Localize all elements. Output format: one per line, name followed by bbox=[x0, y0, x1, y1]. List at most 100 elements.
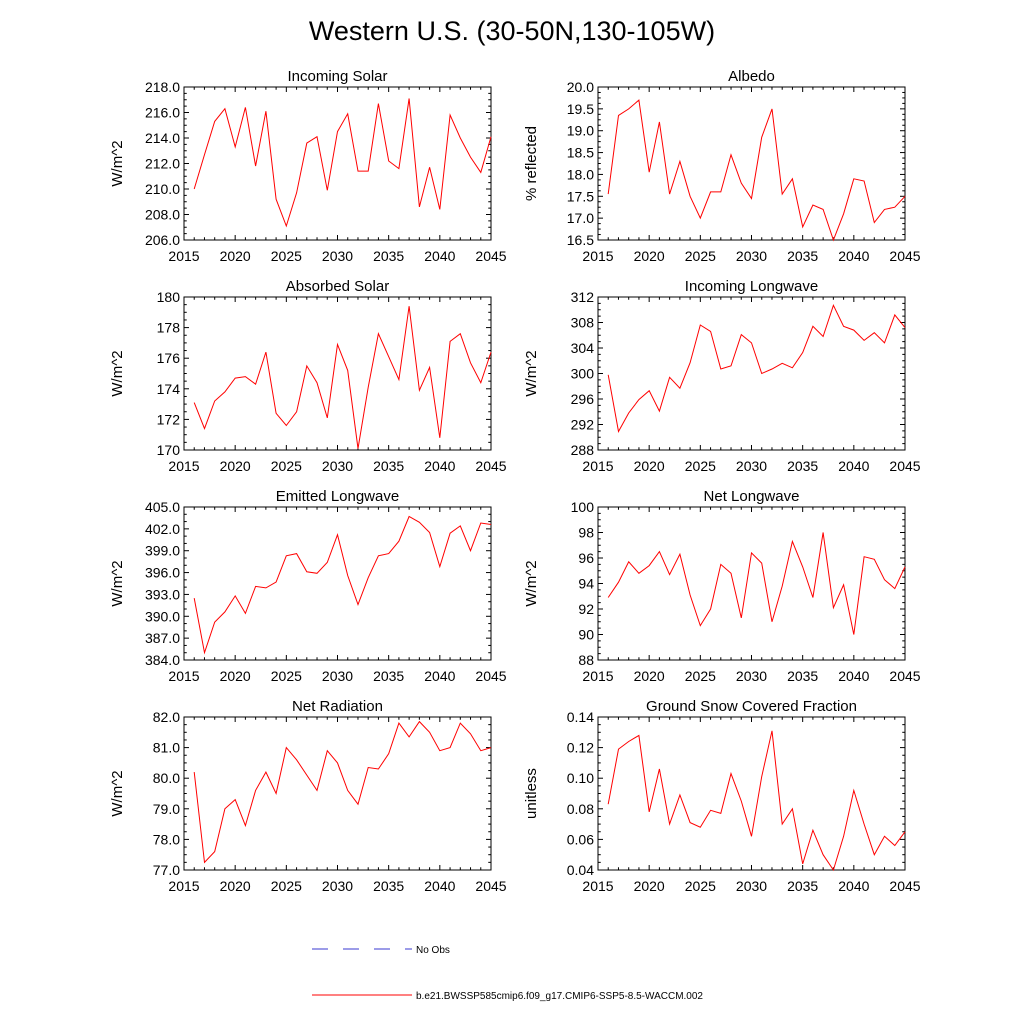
figure-title: Western U.S. (30-50N,130-105W) bbox=[309, 16, 715, 46]
x-tick-label: 2015 bbox=[582, 458, 613, 474]
y-tick-label: 214.0 bbox=[145, 130, 180, 146]
panel-absorbed-solar: Absorbed Solar 2015 2020 2025 2030 2035 2040 20… bbox=[109, 278, 507, 474]
legend-label-no-obs: No Obs bbox=[416, 945, 450, 956]
y-tick-label: 308 bbox=[571, 315, 595, 331]
y-tick-label: 296 bbox=[571, 391, 595, 407]
x-tick-label: 2015 bbox=[582, 248, 613, 264]
plot-frame bbox=[183, 296, 492, 451]
y-axis-label: W/m^2 bbox=[109, 770, 126, 816]
x-tick-label: 2040 bbox=[424, 878, 455, 894]
panels: Incoming Solar 2015 2020 2025 2030 2035 2040 20… bbox=[109, 68, 921, 894]
y-tick-label: 399.0 bbox=[145, 543, 180, 559]
plot-frame bbox=[597, 296, 906, 451]
series-line bbox=[193, 720, 492, 864]
x-tick-label: 2045 bbox=[889, 248, 920, 264]
plot-frame bbox=[597, 716, 906, 871]
x-tick-label: 2030 bbox=[322, 458, 353, 474]
panel-net-longwave: Net Longwave 2015 2020 2025 2030 2035 2040 2045… bbox=[523, 488, 921, 684]
y-tick-label: 178 bbox=[157, 320, 181, 336]
y-tick-label: 208.0 bbox=[145, 207, 180, 223]
y-tick-label: 216.0 bbox=[145, 105, 180, 121]
x-tick-label: 2035 bbox=[787, 458, 818, 474]
y-tick-label: 206.0 bbox=[145, 232, 180, 248]
x-tick-label: 2015 bbox=[168, 668, 199, 684]
x-tick-label: 2020 bbox=[634, 458, 665, 474]
y-tick-label: 90 bbox=[578, 627, 594, 643]
panel-net-radiation: Net Radiation 2015 2020 2025 2030 2035 2040 204… bbox=[109, 698, 507, 894]
y-tick-label: 19.0 bbox=[567, 123, 594, 139]
x-tick-label: 2020 bbox=[220, 458, 251, 474]
y-tick-label: 17.0 bbox=[567, 210, 594, 226]
y-tick-label: 180 bbox=[157, 289, 181, 305]
x-tick-label: 2030 bbox=[322, 878, 353, 894]
y-axis-label: W/m^2 bbox=[523, 560, 540, 606]
panel-incoming-solar: Incoming Solar 2015 2020 2025 2030 2035 2040 20… bbox=[109, 68, 507, 264]
y-tick-label: 210.0 bbox=[145, 181, 180, 197]
y-tick-label: 218.0 bbox=[145, 79, 180, 95]
y-tick-label: 80.0 bbox=[153, 770, 180, 786]
panel-title: Incoming Solar bbox=[287, 68, 387, 85]
panel-title: Net Longwave bbox=[704, 488, 800, 505]
x-tick-label: 2020 bbox=[220, 248, 251, 264]
panel-title: Incoming Longwave bbox=[685, 278, 818, 295]
x-tick-label: 2035 bbox=[373, 458, 404, 474]
legend-entry-no-obs: No Obs bbox=[312, 945, 450, 956]
x-tick-label: 2020 bbox=[634, 878, 665, 894]
x-tick-label: 2030 bbox=[736, 458, 767, 474]
x-tick-label: 2045 bbox=[889, 668, 920, 684]
x-tick-label: 2045 bbox=[889, 458, 920, 474]
plot-frame bbox=[597, 86, 906, 241]
panel-title: Net Radiation bbox=[292, 698, 383, 715]
y-tick-label: 312 bbox=[571, 289, 595, 305]
y-tick-label: 94 bbox=[578, 576, 594, 592]
x-tick-label: 2025 bbox=[685, 248, 716, 264]
series-line bbox=[607, 730, 906, 872]
x-tick-label: 2045 bbox=[889, 878, 920, 894]
panel-albedo: Albedo 2015 2020 2025 2030 2035 2040 2045 16.5 17… bbox=[523, 68, 921, 264]
series-line bbox=[193, 98, 492, 228]
y-tick-label: 384.0 bbox=[145, 652, 180, 668]
x-tick-label: 2025 bbox=[685, 878, 716, 894]
x-tick-label: 2025 bbox=[271, 668, 302, 684]
panel-title: Ground Snow Covered Fraction bbox=[646, 698, 857, 715]
x-tick-label: 2045 bbox=[475, 668, 506, 684]
x-tick-label: 2040 bbox=[424, 668, 455, 684]
panel-incoming-longwave: Incoming Longwave 2015 2020 2025 2030 2035 204… bbox=[523, 278, 921, 474]
series-line bbox=[607, 532, 906, 635]
x-tick-label: 2040 bbox=[838, 668, 869, 684]
series-line bbox=[607, 303, 906, 433]
plot-frame bbox=[597, 506, 906, 661]
y-tick-label: 405.0 bbox=[145, 499, 180, 515]
x-tick-label: 2040 bbox=[838, 248, 869, 264]
legend-entry-model: b.e21.BWSSP585cmip6.f09_g17.CMIP6-SSP5-8… bbox=[312, 991, 703, 1002]
y-axis-label: W/m^2 bbox=[523, 350, 540, 396]
x-tick-label: 2030 bbox=[736, 878, 767, 894]
x-tick-label: 2020 bbox=[220, 668, 251, 684]
y-tick-label: 82.0 bbox=[153, 709, 180, 725]
x-tick-label: 2030 bbox=[322, 668, 353, 684]
x-tick-label: 2025 bbox=[685, 458, 716, 474]
y-tick-label: 170 bbox=[157, 442, 181, 458]
x-tick-label: 2015 bbox=[582, 878, 613, 894]
x-tick-label: 2040 bbox=[838, 878, 869, 894]
y-tick-label: 17.5 bbox=[567, 188, 594, 204]
x-tick-label: 2035 bbox=[373, 248, 404, 264]
y-tick-label: 100 bbox=[571, 499, 595, 515]
y-tick-label: 304 bbox=[571, 340, 595, 356]
x-tick-label: 2035 bbox=[373, 668, 404, 684]
series-line bbox=[607, 99, 906, 242]
x-tick-label: 2040 bbox=[838, 458, 869, 474]
x-tick-label: 2030 bbox=[736, 248, 767, 264]
panel-title: Absorbed Solar bbox=[286, 278, 389, 295]
legend: No Obs b.e21.BWSSP585cmip6.f09_g17.CMIP6… bbox=[312, 945, 703, 1002]
x-tick-label: 2035 bbox=[373, 878, 404, 894]
y-tick-label: 0.04 bbox=[567, 862, 594, 878]
y-tick-label: 174 bbox=[157, 381, 181, 397]
x-tick-label: 2040 bbox=[424, 248, 455, 264]
legend-label-model: b.e21.BWSSP585cmip6.f09_g17.CMIP6-SSP5-8… bbox=[416, 991, 703, 1002]
y-axis-label: W/m^2 bbox=[109, 350, 126, 396]
y-tick-label: 172 bbox=[157, 411, 181, 427]
x-tick-label: 2035 bbox=[787, 668, 818, 684]
x-tick-label: 2035 bbox=[787, 248, 818, 264]
y-tick-label: 92 bbox=[578, 601, 594, 617]
